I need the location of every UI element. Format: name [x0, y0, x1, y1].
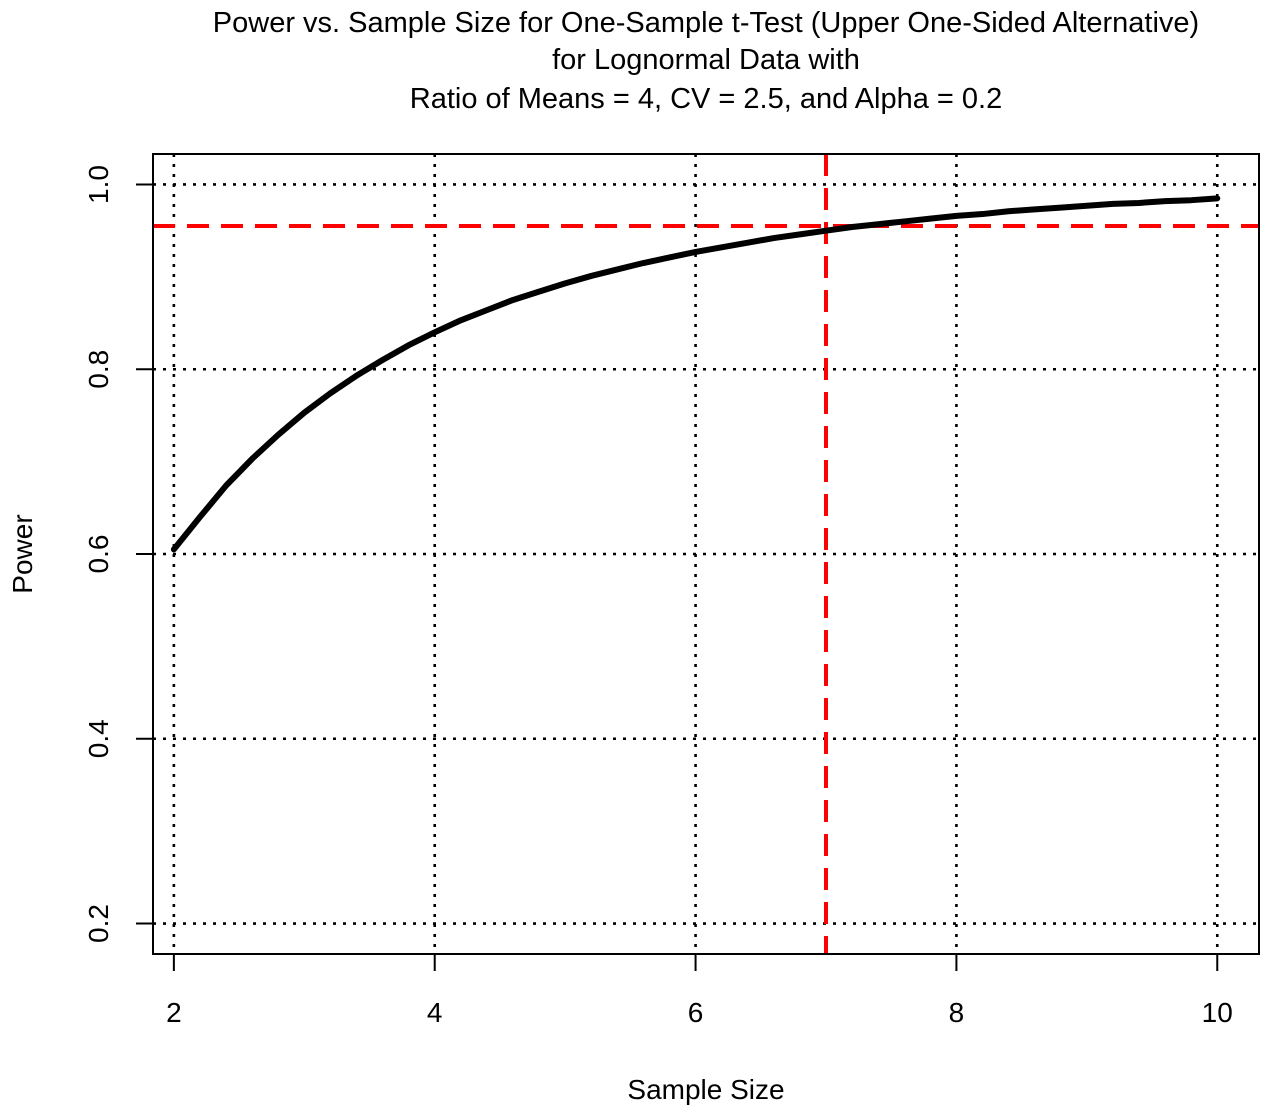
x-axis: 2 4 6 8 10 [166, 953, 1233, 1028]
y-tick-label: 0.4 [83, 719, 114, 758]
y-axis-label: Power [7, 514, 38, 593]
chart-title-line-1: Power vs. Sample Size for One-Sample t-T… [213, 7, 1199, 39]
x-tick-label: 6 [688, 997, 704, 1028]
x-tick-label: 4 [427, 997, 443, 1028]
y-tick-label: 1.0 [83, 165, 114, 204]
x-tick-label: 10 [1202, 997, 1233, 1028]
y-tick-label: 0.2 [83, 904, 114, 943]
x-tick-label: 8 [949, 997, 965, 1028]
series-lines [170, 195, 1221, 553]
x-tick-label: 2 [166, 997, 182, 1028]
chart-title: Power vs. Sample Size for One-Sample t-T… [213, 7, 1199, 115]
grid-lines [153, 154, 1259, 954]
y-tick-label: 0.6 [83, 535, 114, 574]
chart-title-line-3: Ratio of Means = 4, CV = 2.5, and Alpha … [410, 83, 1002, 115]
y-axis: 0.2 0.4 0.6 0.8 1.0 [83, 165, 154, 943]
chart-title-line-2: for Lognormal Data with [552, 44, 860, 76]
power-curve [170, 195, 1221, 553]
x-axis-label: Sample Size [627, 1074, 784, 1105]
reference-lines [153, 154, 1259, 954]
y-tick-label: 0.8 [83, 350, 114, 389]
